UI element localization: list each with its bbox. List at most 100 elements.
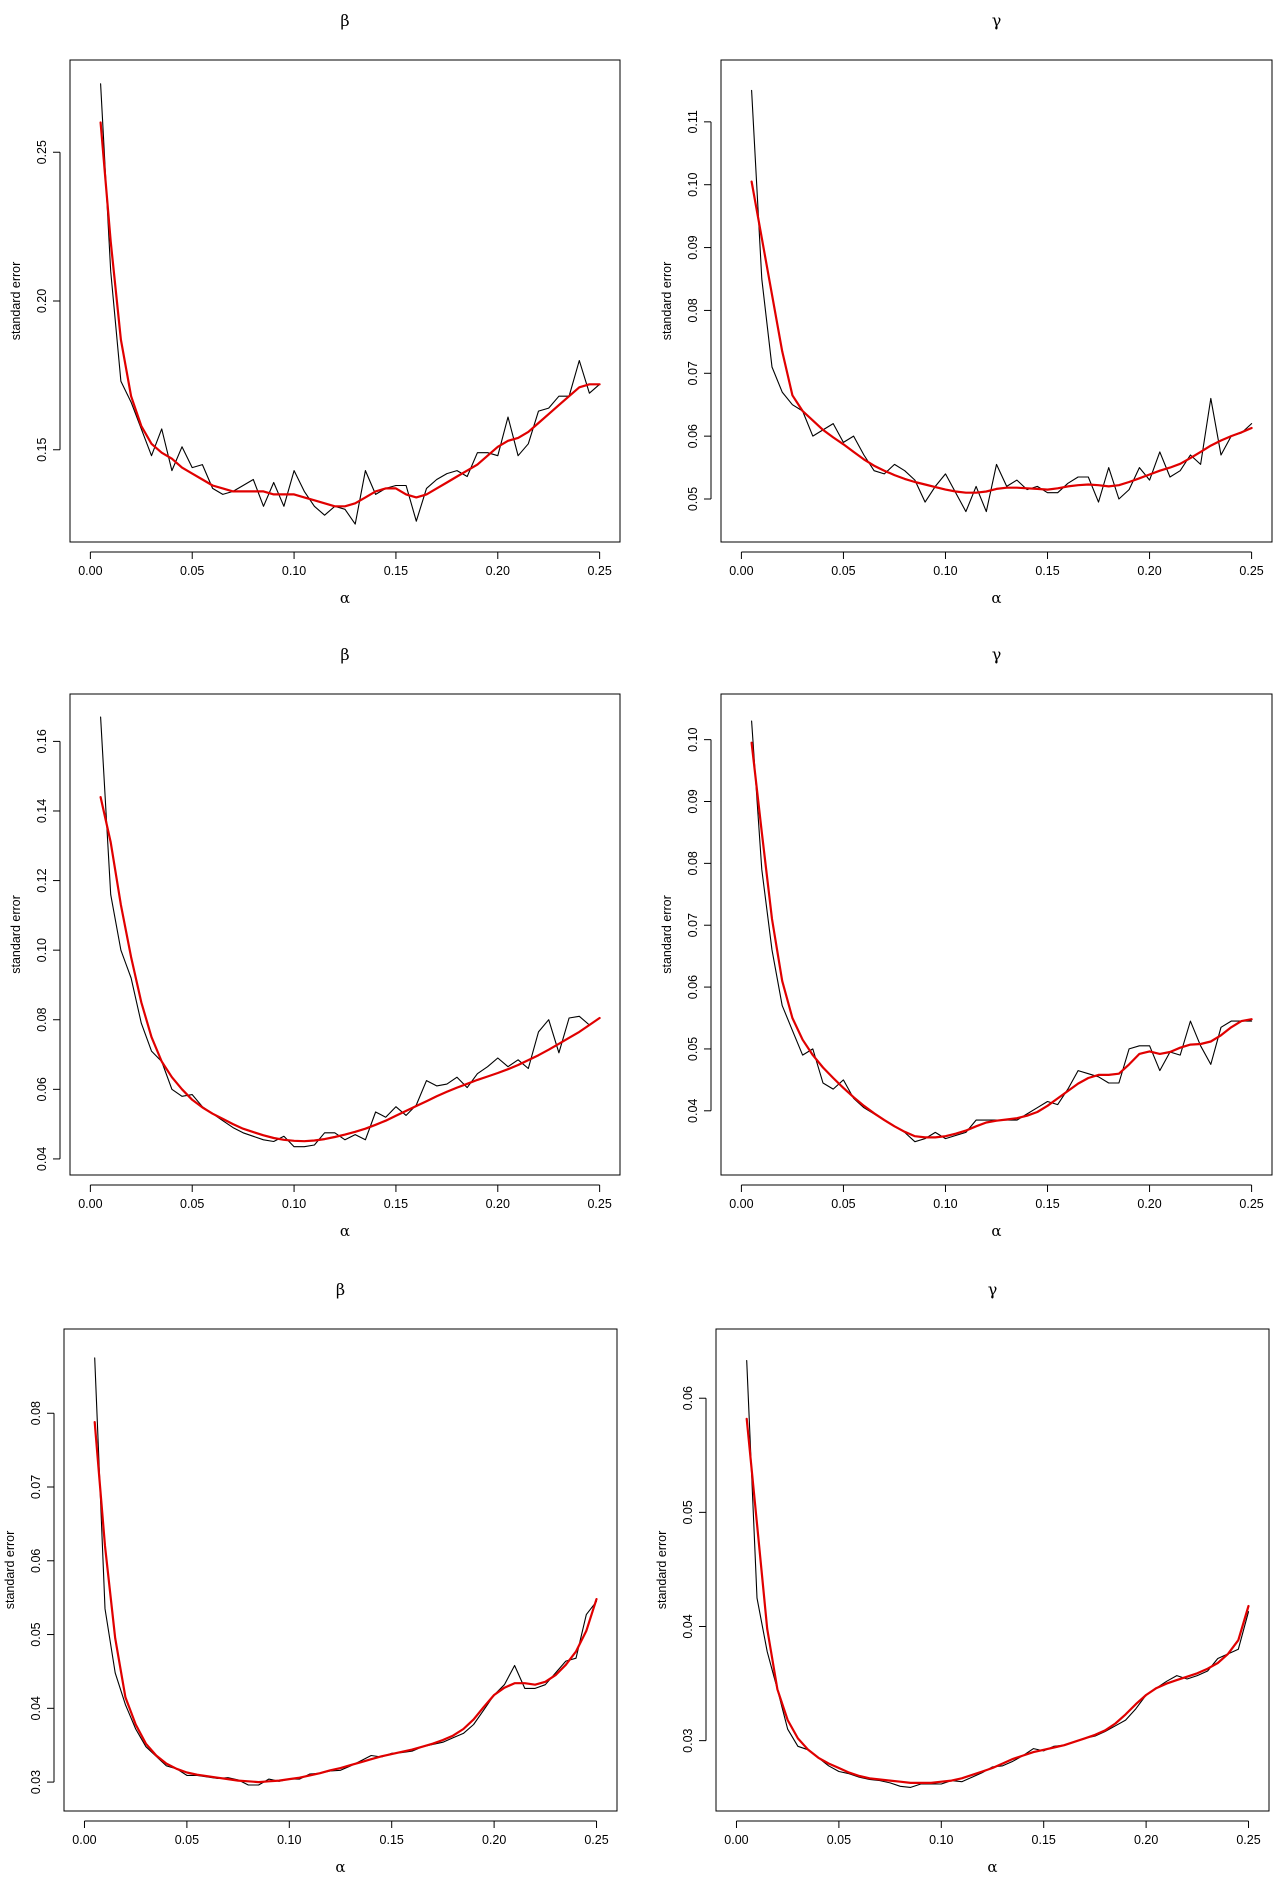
x-tick-label: 0.00 — [78, 564, 102, 578]
series-line-raw — [94, 1357, 598, 1786]
x-tick-label: 0.15 — [384, 1197, 408, 1211]
x-tick-label: 0.20 — [486, 1197, 510, 1211]
y-axis-label: standard error — [655, 1531, 669, 1610]
x-tick-label: 0.00 — [729, 564, 753, 578]
chart-panel-4: γ α standard error 0.00 0.05 0.10 0.15 0.20 0.25… — [660, 645, 1273, 1240]
series-line-smoothed — [750, 741, 1253, 1139]
y-axis-label: standard error — [660, 262, 674, 341]
plot-frame — [720, 693, 1273, 1176]
x-tick-label: 0.25 — [587, 1197, 611, 1211]
x-tick-label: 0.25 — [584, 1833, 608, 1847]
x-tick-label: 0.25 — [1236, 1833, 1260, 1847]
plot-frame — [69, 693, 621, 1176]
x-tick-label: 0.05 — [831, 564, 855, 578]
y-tick-label: 0.12 — [35, 868, 49, 892]
x-tick-label: 0.00 — [72, 1833, 96, 1847]
series-line-raw — [100, 716, 601, 1148]
x-axis-label: α — [987, 1858, 997, 1876]
series-line-smoothed — [750, 180, 1253, 494]
y-tick-label: 0.08 — [29, 1401, 43, 1425]
chart-panel-2: γ α standard error 0.00 0.05 0.10 0.15 0.20 0.25… — [660, 11, 1273, 607]
x-axis-label: α — [991, 1222, 1001, 1240]
y-tick-label: 0.16 — [35, 729, 49, 753]
y-tick-label: 0.04 — [35, 1147, 49, 1171]
y-tick-label: 0.14 — [35, 799, 49, 823]
x-tick-label: 0.10 — [282, 1197, 306, 1211]
y-axis-label: standard error — [9, 895, 23, 974]
chart-title: β — [336, 1280, 345, 1299]
y-tick-label: 0.07 — [686, 913, 700, 937]
x-tick-label: 0.15 — [1035, 564, 1059, 578]
y-tick-label: 0.04 — [686, 1099, 700, 1123]
series-line-smoothed — [93, 1420, 598, 1784]
x-tick-label: 0.20 — [482, 1833, 506, 1847]
x-tick-label: 0.20 — [486, 564, 510, 578]
x-tick-label: 0.15 — [1032, 1833, 1056, 1847]
y-tick-label: 0.20 — [35, 289, 49, 313]
y-tick-label: 0.06 — [686, 975, 700, 999]
y-tick-label: 0.06 — [681, 1386, 695, 1410]
x-tick-label: 0.05 — [831, 1197, 855, 1211]
y-tick-label: 0.08 — [686, 851, 700, 875]
plot-frame — [69, 59, 621, 543]
series-line-smoothed — [99, 121, 601, 508]
y-tick-label: 0.15 — [35, 438, 49, 462]
chart-panel-5: β α standard error 0.00 0.05 0.10 0.15 0.20 0.25… — [3, 1280, 618, 1876]
x-axis-label: α — [340, 1222, 350, 1240]
y-tick-label: 0.09 — [686, 235, 700, 259]
series-line-smoothed — [99, 795, 601, 1143]
x-tick-label: 0.10 — [277, 1833, 301, 1847]
chart-title: γ — [992, 11, 1002, 30]
x-tick-label: 0.15 — [1035, 1197, 1059, 1211]
y-tick-label: 0.08 — [686, 298, 700, 322]
y-tick-label: 0.07 — [29, 1475, 43, 1499]
y-tick-label: 0.06 — [29, 1549, 43, 1573]
y-tick-label: 0.03 — [29, 1770, 43, 1794]
chart-title: γ — [988, 1280, 998, 1299]
x-tick-label: 0.20 — [1134, 1833, 1158, 1847]
x-tick-label: 0.10 — [929, 1833, 953, 1847]
y-tick-label: 0.06 — [686, 424, 700, 448]
x-axis-label: α — [335, 1858, 345, 1876]
plot-frame — [63, 1328, 618, 1812]
y-tick-label: 0.05 — [681, 1500, 695, 1524]
series-line-raw — [751, 89, 1253, 513]
x-tick-label: 0.05 — [180, 1197, 204, 1211]
chart-panel-1: β α standard error 0.00 0.05 0.10 0.15 0.20 0.25… — [9, 11, 621, 607]
x-axis-label: α — [991, 589, 1001, 607]
series-line-smoothed — [745, 1417, 1250, 1785]
x-tick-label: 0.20 — [1137, 564, 1161, 578]
y-tick-label: 0.08 — [35, 1008, 49, 1032]
chart-title: γ — [992, 645, 1002, 664]
x-tick-label: 0.10 — [933, 1197, 957, 1211]
y-tick-label: 0.06 — [35, 1077, 49, 1101]
y-tick-label: 0.04 — [29, 1696, 43, 1720]
y-tick-label: 0.25 — [35, 140, 49, 164]
y-axis-label: standard error — [660, 895, 674, 974]
x-tick-label: 0.25 — [1239, 564, 1263, 578]
series-line-raw — [100, 83, 601, 525]
x-tick-label: 0.20 — [1137, 1197, 1161, 1211]
chart-panel-6: γ α standard error 0.00 0.05 0.10 0.15 0.20 0.25… — [655, 1280, 1270, 1876]
y-tick-label: 0.09 — [686, 789, 700, 813]
y-tick-label: 0.10 — [686, 727, 700, 751]
y-tick-label: 0.10 — [686, 173, 700, 197]
y-axis-label: standard error — [9, 262, 23, 341]
y-tick-label: 0.11 — [686, 110, 700, 133]
y-tick-label: 0.05 — [686, 487, 700, 511]
x-tick-label: 0.10 — [282, 564, 306, 578]
x-tick-label: 0.00 — [78, 1197, 102, 1211]
series-line-raw — [751, 720, 1253, 1143]
plot-frame — [720, 59, 1273, 543]
y-tick-label: 0.03 — [681, 1728, 695, 1752]
chart-title: β — [340, 11, 349, 30]
x-tick-label: 0.15 — [384, 564, 408, 578]
x-tick-label: 0.25 — [1239, 1197, 1263, 1211]
chart-panel-3: β α standard error 0.00 0.05 0.10 0.15 0.20 0.25… — [9, 645, 621, 1240]
y-tick-label: 0.05 — [686, 1037, 700, 1061]
x-tick-label: 0.25 — [587, 564, 611, 578]
y-axis-label: standard error — [3, 1531, 17, 1610]
y-tick-label: 0.04 — [681, 1614, 695, 1638]
y-tick-label: 0.05 — [29, 1622, 43, 1646]
x-tick-label: 0.00 — [729, 1197, 753, 1211]
